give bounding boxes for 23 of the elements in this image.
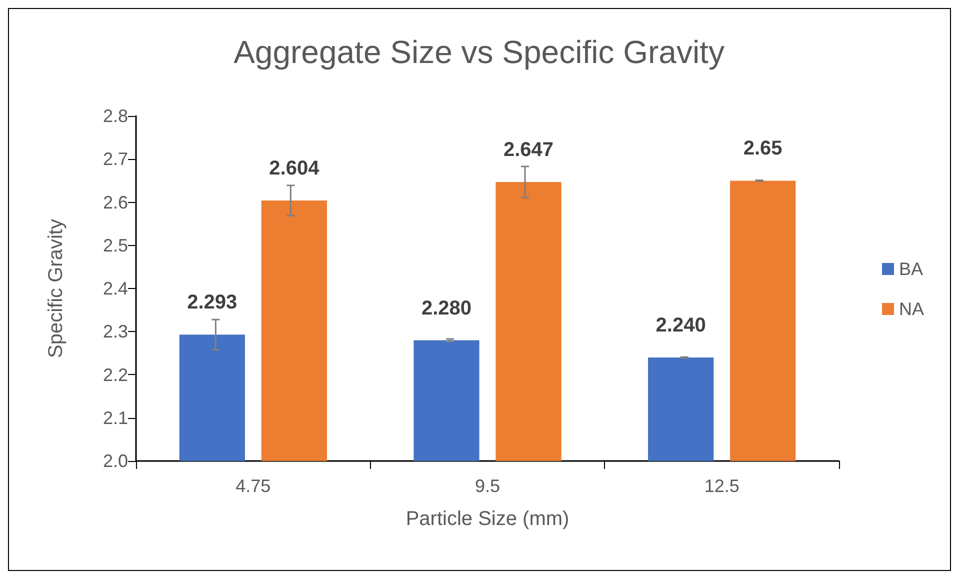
y-axis-title: Specific Gravity xyxy=(45,219,67,358)
legend-label: NA xyxy=(898,299,924,319)
y-tick-label: 2.1 xyxy=(102,408,128,428)
y-tick-label: 2.3 xyxy=(102,322,128,342)
y-tick-label: 2.0 xyxy=(102,451,128,471)
y-tick-label: 2.7 xyxy=(102,149,128,170)
chart-title: Aggregate Size vs Specific Gravity xyxy=(234,34,724,70)
data-label: 2.647 xyxy=(503,138,554,161)
x-tick-label: 4.75 xyxy=(236,476,271,496)
data-label: 2.240 xyxy=(656,314,706,336)
data-label: 2.604 xyxy=(269,158,320,180)
data-label: 2.293 xyxy=(187,292,238,314)
data-label: 2.65 xyxy=(743,138,782,160)
y-tick-label: 2.8 xyxy=(102,106,128,126)
y-tick-label: 2.2 xyxy=(102,364,128,385)
x-axis-title: Particle Size (mm) xyxy=(406,508,570,530)
y-tick-label: 2.4 xyxy=(102,278,128,298)
x-tick-label: 12.5 xyxy=(704,476,740,496)
data-label: 2.280 xyxy=(421,297,472,320)
y-tick-label: 2.5 xyxy=(102,235,128,256)
legend-label: BA xyxy=(898,259,924,279)
y-tick-label: 2.6 xyxy=(102,192,128,212)
x-tick-label: 9.5 xyxy=(474,476,500,496)
